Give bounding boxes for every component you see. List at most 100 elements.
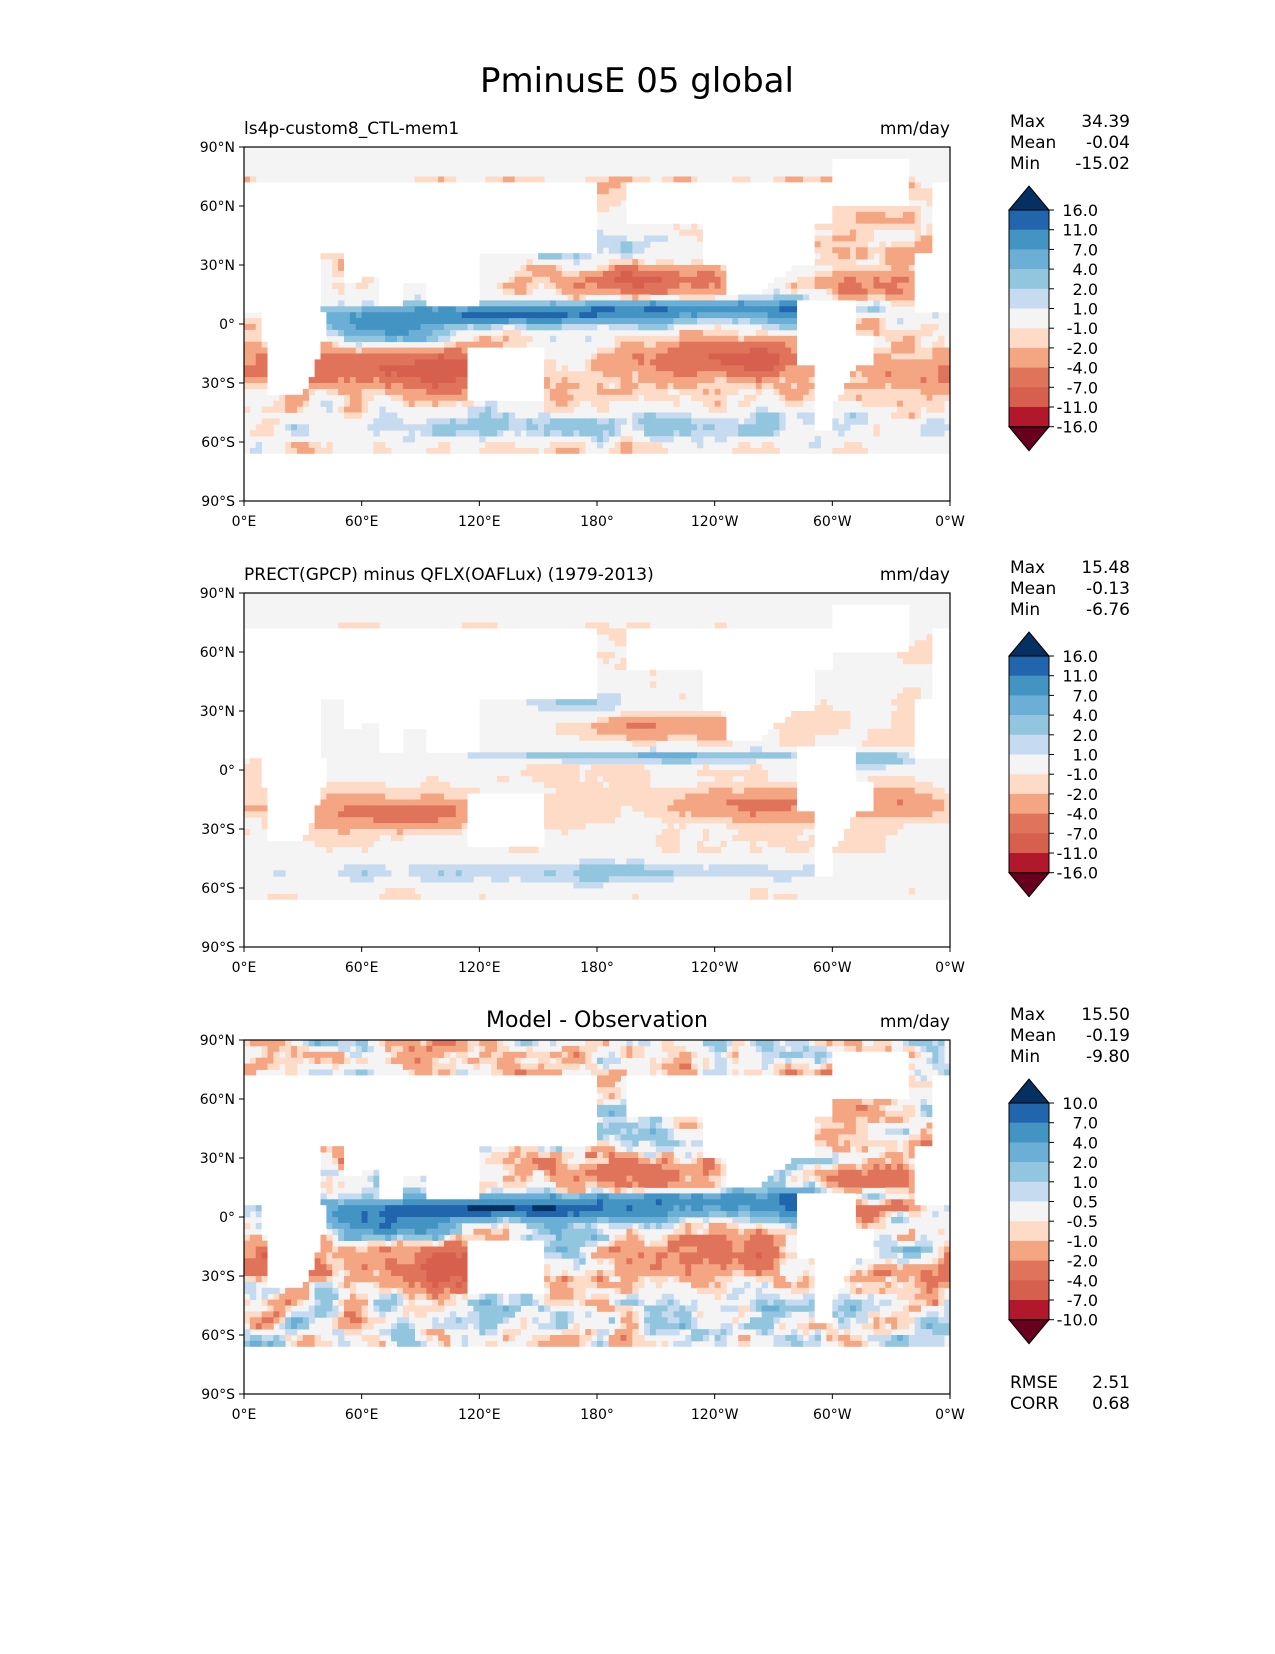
field-cell — [303, 312, 309, 318]
field-cell — [791, 188, 797, 194]
field-cell — [368, 324, 374, 330]
field-cell — [915, 330, 921, 336]
field-cell — [509, 206, 515, 212]
field-cell — [685, 330, 691, 336]
field-cell — [332, 212, 338, 218]
field-cell — [909, 241, 915, 247]
field-cell — [603, 306, 609, 312]
field-cell — [485, 300, 491, 306]
field-cell — [732, 342, 738, 348]
field-cell — [738, 177, 744, 183]
field-cell — [432, 177, 438, 183]
field-cell — [479, 236, 485, 242]
field-cell — [320, 342, 326, 348]
field-cell — [832, 295, 838, 301]
field-cell — [838, 318, 844, 324]
field-cell — [850, 330, 856, 336]
field-cell — [697, 336, 703, 342]
field-cell — [874, 295, 880, 301]
field-cell — [785, 253, 791, 259]
field-cell — [938, 300, 944, 306]
field-cell — [903, 283, 909, 289]
field-cell — [344, 230, 350, 236]
field-cell — [326, 324, 332, 330]
field-cell — [309, 283, 315, 289]
field-cell — [438, 336, 444, 342]
field-cell — [491, 354, 497, 360]
field-cell — [315, 236, 321, 242]
field-cell — [415, 230, 421, 236]
field-cell — [756, 247, 762, 253]
field-cell — [691, 177, 697, 183]
field-cell — [462, 200, 468, 206]
field-cell — [709, 300, 715, 306]
field-cell — [579, 182, 585, 188]
field-cell — [626, 194, 632, 200]
field-cell — [273, 306, 279, 312]
field-cell — [385, 300, 391, 306]
field-cell — [385, 336, 391, 342]
field-cell — [903, 218, 909, 224]
field-cell — [903, 348, 909, 354]
field-cell — [874, 348, 880, 354]
field-cell — [826, 200, 832, 206]
field-cell — [532, 212, 538, 218]
field-cell — [285, 318, 291, 324]
field-cell — [897, 330, 903, 336]
field-cell — [544, 241, 550, 247]
field-cell — [544, 212, 550, 218]
field-cell — [503, 224, 509, 230]
field-cell — [838, 224, 844, 230]
field-cell — [774, 253, 780, 259]
field-cell — [791, 259, 797, 265]
field-cell — [468, 224, 474, 230]
field-cell — [768, 212, 774, 218]
field-cell — [509, 289, 515, 295]
field-cell — [685, 283, 691, 289]
field-cell — [809, 330, 815, 336]
field-cell — [268, 218, 274, 224]
field-cell — [291, 259, 297, 265]
field-cell — [632, 188, 638, 194]
field-cell — [721, 206, 727, 212]
units-label: mm/day — [880, 119, 950, 139]
field-cell — [844, 247, 850, 253]
field-cell — [662, 306, 668, 312]
field-cell — [279, 289, 285, 295]
field-cell — [603, 241, 609, 247]
field-cell — [738, 348, 744, 354]
field-cell — [450, 265, 456, 271]
field-cell — [850, 253, 856, 259]
field-cell — [544, 271, 550, 277]
field-cell — [797, 312, 803, 318]
field-cell — [462, 318, 468, 324]
field-cell — [891, 277, 897, 283]
field-cell — [774, 188, 780, 194]
field-cell — [291, 295, 297, 301]
field-cell — [421, 300, 427, 306]
field-cell — [303, 224, 309, 230]
field-cell — [397, 348, 403, 354]
field-cell — [362, 283, 368, 289]
field-cell — [656, 342, 662, 348]
field-cell — [644, 271, 650, 277]
field-cell — [573, 324, 579, 330]
field-cell — [426, 300, 432, 306]
field-cell — [903, 336, 909, 342]
field-cell — [750, 241, 756, 247]
field-cell — [874, 182, 880, 188]
field-cell — [544, 194, 550, 200]
field-cell — [850, 188, 856, 194]
field-cell — [850, 212, 856, 218]
field-cell — [809, 177, 815, 183]
field-cell — [397, 265, 403, 271]
field-cell — [526, 306, 532, 312]
field-cell — [256, 324, 262, 330]
field-cell — [526, 177, 532, 183]
field-cell — [609, 188, 615, 194]
field-cell — [732, 312, 738, 318]
field-cell — [815, 300, 821, 306]
field-cell — [391, 289, 397, 295]
field-cell — [550, 224, 556, 230]
field-cell — [285, 283, 291, 289]
